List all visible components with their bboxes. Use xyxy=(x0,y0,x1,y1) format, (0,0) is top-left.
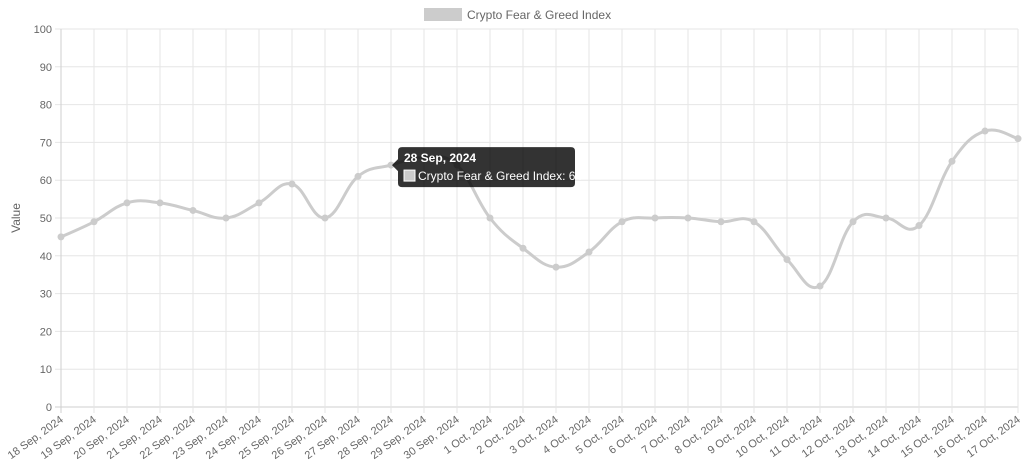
legend-label[interactable]: Crypto Fear & Greed Index xyxy=(467,8,611,22)
data-point[interactable] xyxy=(618,218,626,226)
y-tick-label: 50 xyxy=(40,213,52,225)
y-axis-title: Value xyxy=(9,203,23,233)
data-points xyxy=(57,127,1022,290)
data-point[interactable] xyxy=(354,172,362,180)
y-tick-label: 0 xyxy=(46,402,52,414)
data-point[interactable] xyxy=(585,248,593,256)
y-axis-ticks: 0 10 20 30 40 50 60 70 80 90 100 xyxy=(34,24,52,414)
tooltip-box xyxy=(392,147,575,188)
y-tick-label: 90 xyxy=(40,62,52,74)
y-tick-label: 20 xyxy=(40,326,52,338)
data-point[interactable] xyxy=(519,244,527,252)
y-tick-label: 80 xyxy=(40,100,52,112)
data-point[interactable] xyxy=(981,127,989,135)
y-tick-label: 70 xyxy=(40,137,52,149)
data-point[interactable] xyxy=(684,214,692,222)
tooltip-color-swatch xyxy=(403,169,416,182)
data-point[interactable] xyxy=(123,199,131,207)
data-point[interactable] xyxy=(750,218,758,226)
data-point[interactable] xyxy=(90,218,98,226)
data-point[interactable] xyxy=(948,157,956,165)
tooltip: 28 Sep, 2024 Crypto Fear & Greed Index: … xyxy=(392,147,582,188)
data-point[interactable] xyxy=(849,218,857,226)
grid xyxy=(55,28,1019,413)
legend-swatch[interactable] xyxy=(424,8,462,21)
data-point[interactable] xyxy=(1014,135,1022,143)
data-point[interactable] xyxy=(57,233,65,241)
data-point[interactable] xyxy=(189,206,197,214)
legend[interactable]: Crypto Fear & Greed Index xyxy=(424,8,611,22)
data-point[interactable] xyxy=(255,199,263,207)
tooltip-body: Crypto Fear & Greed Index: 64 xyxy=(418,169,582,183)
data-point[interactable] xyxy=(783,256,791,264)
y-tick-label: 30 xyxy=(40,289,52,301)
y-tick-label: 100 xyxy=(34,24,52,36)
y-tick-label: 60 xyxy=(40,175,52,187)
data-point[interactable] xyxy=(552,263,560,271)
data-point[interactable] xyxy=(288,180,296,188)
data-point[interactable] xyxy=(651,214,659,222)
data-point[interactable] xyxy=(717,218,725,226)
tooltip-title: 28 Sep, 2024 xyxy=(404,151,476,165)
data-point[interactable] xyxy=(222,214,230,222)
data-point[interactable] xyxy=(915,222,923,230)
data-point[interactable] xyxy=(882,214,890,222)
data-point[interactable] xyxy=(321,214,329,222)
data-point[interactable] xyxy=(156,199,164,207)
data-point[interactable] xyxy=(486,214,494,222)
data-point[interactable] xyxy=(816,282,824,290)
y-tick-label: 10 xyxy=(40,364,52,376)
y-tick-label: 40 xyxy=(40,251,52,263)
